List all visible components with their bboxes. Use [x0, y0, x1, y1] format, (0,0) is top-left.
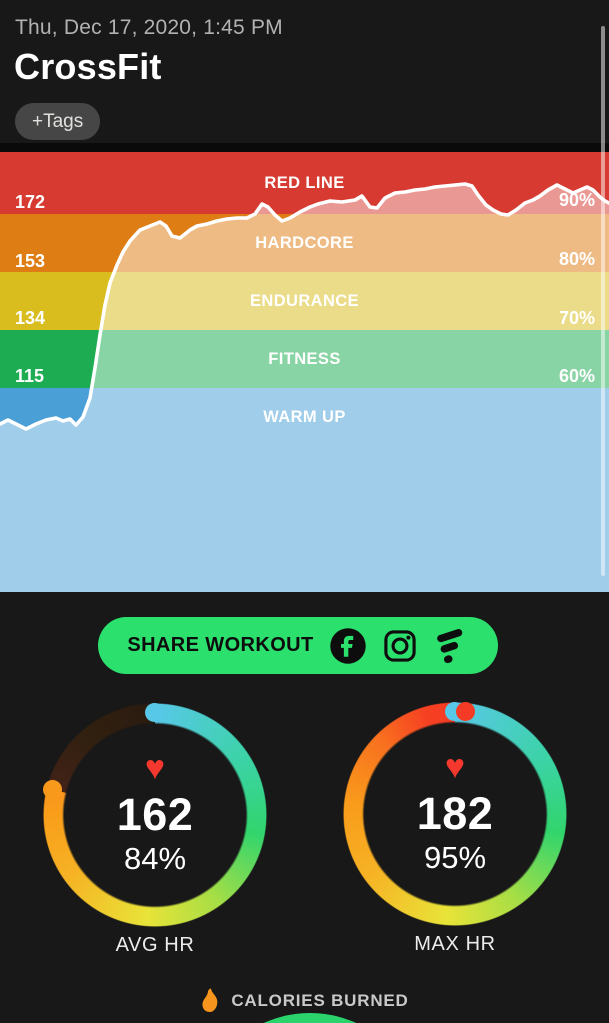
avg-hr-value: 162 — [116, 789, 194, 840]
workout-date: Thu, Dec 17, 2020, 1:45 PM — [15, 16, 283, 39]
flame-icon — [202, 988, 218, 1013]
hr-line — [0, 182, 609, 431]
zone-name-hardcore: HARDCORE — [255, 234, 354, 252]
gauge-start-cap — [145, 703, 164, 722]
avg-hr-ring — [43, 703, 267, 927]
add-tags-button[interactable]: +Tags — [15, 103, 101, 140]
zone-name-warmup: WARM UP — [263, 408, 346, 426]
pct-threshold-60: 60% — [558, 366, 595, 386]
avg-hr-readout: ♥ 162 84% — [43, 703, 267, 927]
heart-icon: ♥ — [444, 748, 466, 786]
heart-icon: ♥ — [144, 749, 166, 787]
max-hr-percent: 95% — [423, 840, 487, 875]
max-hr-gauge: ♥ 182 95% MAX HR — [343, 702, 567, 956]
max-hr-ring — [343, 702, 567, 926]
avg-hr-percent: 84% — [123, 841, 187, 876]
hr-area-fill — [0, 184, 609, 592]
hr-zone-chart: RED LINE HARDCORE ENDURANCE FITNESS WARM… — [0, 152, 609, 592]
bpm-threshold-115: 115 — [15, 366, 45, 386]
instagram-icon[interactable] — [382, 628, 418, 664]
max-hr-readout: ♥ 182 95% — [343, 702, 567, 926]
zone-name-endurance: ENDURANCE — [249, 292, 360, 310]
avg-hr-gauge: ♥ 162 84% AVG HR — [43, 703, 267, 957]
calories-burned-label: CALORIES BURNED — [231, 990, 409, 1010]
pct-threshold-80: 80% — [558, 249, 595, 269]
workout-title: CrossFit — [14, 46, 162, 87]
pct-threshold-70: 70% — [558, 308, 595, 328]
hr-line-graph — [0, 182, 609, 592]
scrollbar[interactable] — [601, 26, 605, 576]
zone-band-hardcore — [0, 214, 609, 272]
zone-band-redline — [0, 152, 609, 214]
bpm-threshold-153: 153 — [15, 251, 46, 271]
pct-threshold-90: 90% — [558, 190, 595, 210]
zone-name-fitness: FITNESS — [268, 350, 341, 368]
fitiv-logo-icon[interactable] — [433, 626, 469, 666]
facebook-icon[interactable] — [329, 627, 367, 665]
bpm-threshold-134: 134 — [15, 308, 46, 328]
avg-hr-label: AVG HR — [115, 934, 195, 956]
divider — [0, 143, 609, 152]
share-workout-button[interactable]: SHARE WORKOUT — [98, 617, 498, 674]
zone-band-warmup — [0, 388, 609, 592]
max-hr-value: 182 — [416, 788, 494, 839]
calories-gauge-ring — [198, 1013, 422, 1023]
gauge-end-cap — [43, 780, 62, 799]
zone-band-fitness — [0, 330, 609, 388]
share-workout-label: SHARE WORKOUT — [127, 634, 314, 656]
gauge-end-cap — [456, 702, 475, 721]
zone-name-redline: RED LINE — [264, 174, 345, 192]
max-hr-label: MAX HR — [414, 933, 496, 955]
bpm-threshold-172: 172 — [15, 192, 46, 212]
calories-burned-header: CALORIES BURNED — [0, 988, 609, 1013]
header: Thu, Dec 17, 2020, 1:45 PM CrossFit +Tag… — [0, 0, 609, 143]
